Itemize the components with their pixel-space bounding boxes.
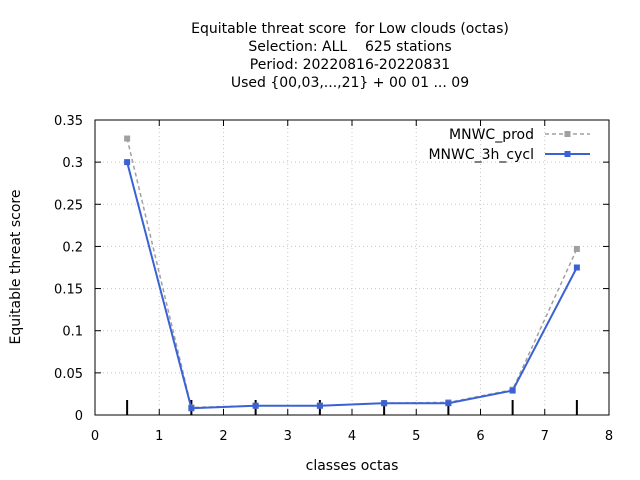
legend-marker xyxy=(564,131,571,137)
chart-title-block: Equitable threat score for Low clouds (o… xyxy=(150,20,550,92)
series-point xyxy=(445,400,452,407)
series-point xyxy=(188,405,195,412)
series-lines xyxy=(124,135,580,412)
x-axis-label: classes octas xyxy=(306,458,399,474)
x-tick-label: 5 xyxy=(412,429,420,444)
y-tick-label: 0.15 xyxy=(54,283,83,298)
series-line xyxy=(126,161,578,410)
series-point xyxy=(381,400,388,407)
x-tick-label: 3 xyxy=(284,429,292,444)
x-tick-label: 8 xyxy=(605,429,613,444)
legend-marker xyxy=(564,151,571,157)
series-point xyxy=(509,387,516,394)
y-tick-label: 0.2 xyxy=(62,240,83,255)
x-tick-label: 0 xyxy=(91,429,99,444)
series-point xyxy=(573,245,580,252)
y-tick-label: 0.3 xyxy=(62,156,83,171)
y-axis-label: Equitable threat score xyxy=(8,190,24,345)
series-point xyxy=(124,159,131,166)
grid-lines xyxy=(95,120,609,415)
legend-label: MNWC_3h_cycl xyxy=(428,147,534,163)
chart-subtitle-selection: Selection: ALL 625 stations xyxy=(248,39,452,55)
legend: MNWC_prod MNWC_3h_cycl xyxy=(428,127,590,163)
legend-label: MNWC_prod xyxy=(449,127,534,143)
chart-subtitle-used: Used {00,03,...,21} + 00 01 ... 09 xyxy=(230,75,470,91)
y-tick-label: 0.05 xyxy=(54,367,83,382)
x-tick-label: 7 xyxy=(541,429,549,444)
series-point xyxy=(573,264,580,271)
chart-subtitle-period: Period: 20220816-20220831 xyxy=(249,57,451,73)
series-point xyxy=(316,402,323,409)
series-point xyxy=(252,402,259,409)
y-tick-label: 0.1 xyxy=(62,325,83,340)
x-tick-label: 6 xyxy=(476,429,484,444)
y-tick-label: 0 xyxy=(75,409,83,424)
x-tick-label: 2 xyxy=(219,429,227,444)
x-tick-label: 4 xyxy=(348,429,356,444)
y-tick-label: 0.25 xyxy=(54,198,83,213)
y-tick-label: 0.35 xyxy=(54,114,83,129)
series-point xyxy=(124,135,131,142)
y-axis-ticks: 0 0.05 0.1 0.15 0.2 0.25 0.3 0.35 xyxy=(54,114,609,424)
chart-title: Equitable threat score for Low clouds (o… xyxy=(191,21,509,37)
x-axis-ticks: 0 1 2 3 4 5 6 7 8 xyxy=(91,120,613,444)
x-tick-label: 1 xyxy=(155,429,163,444)
